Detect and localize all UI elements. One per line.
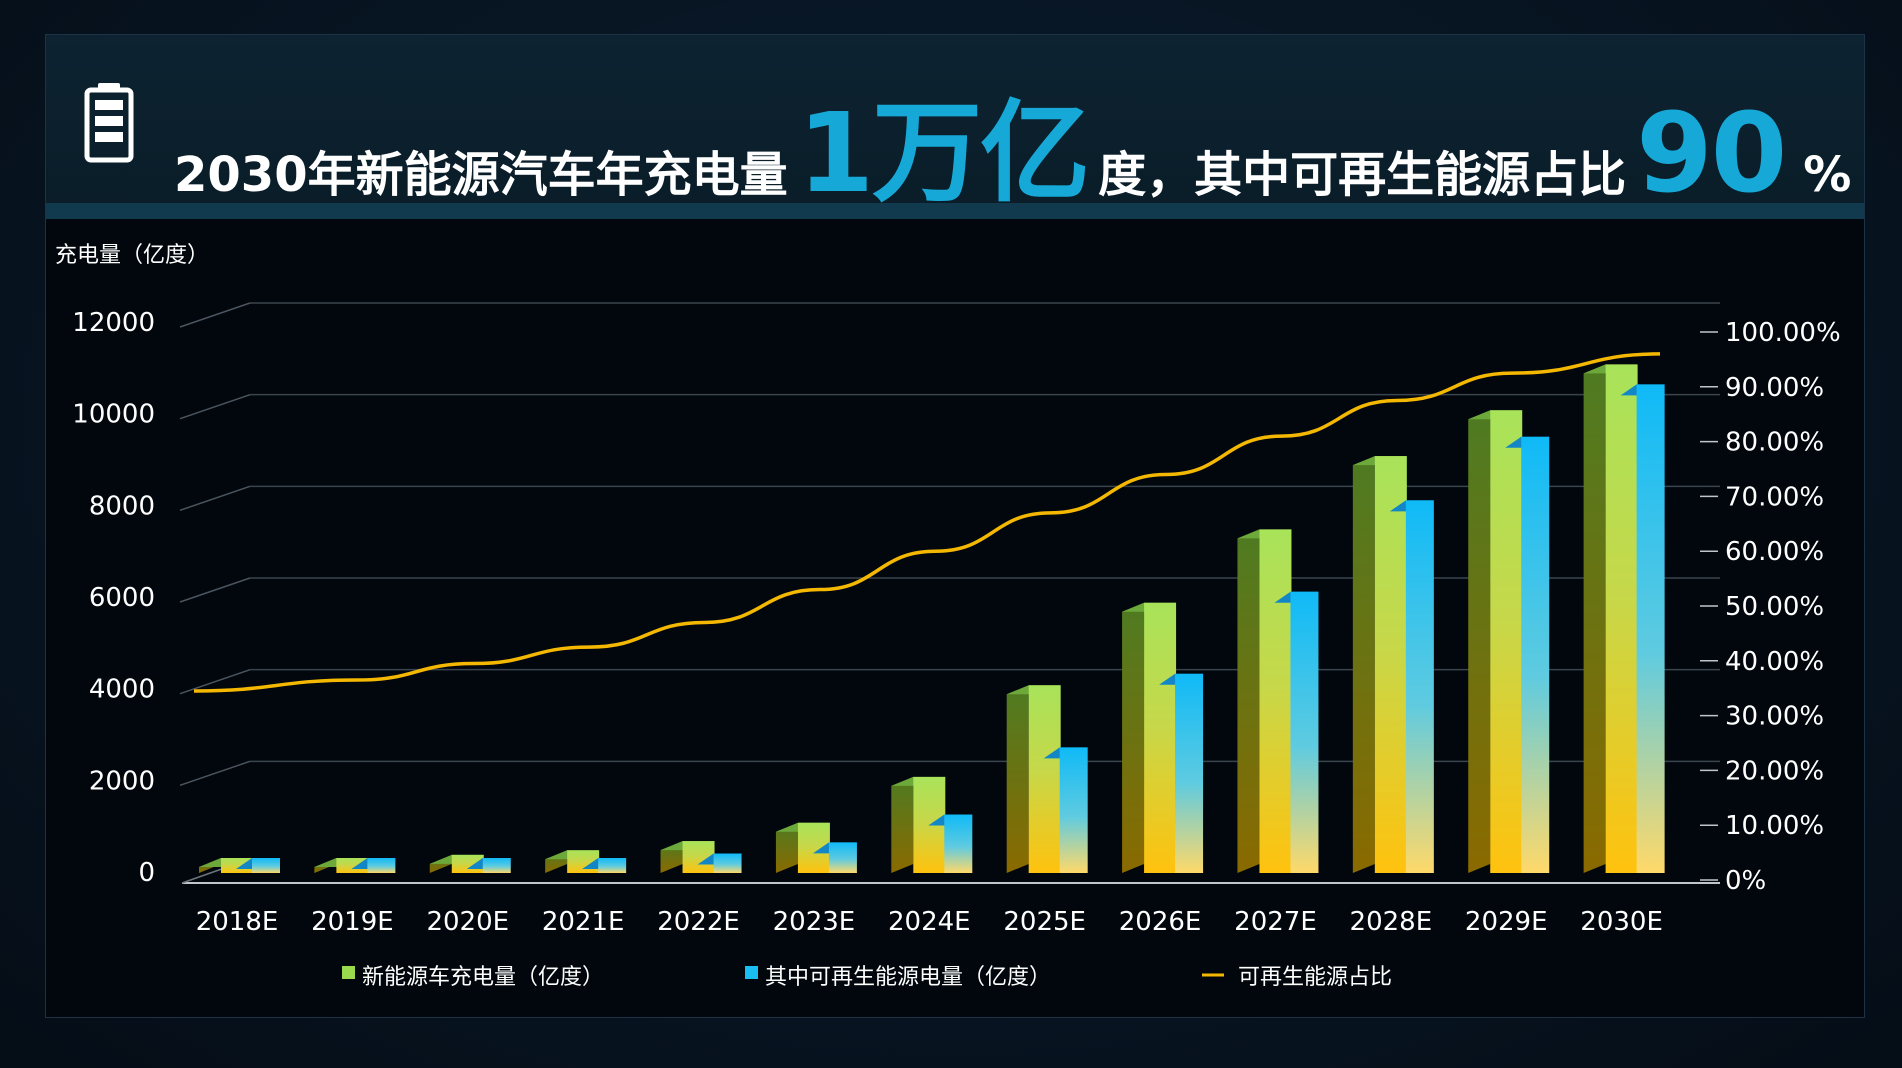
legend-label: 可再生能源占比 xyxy=(1238,965,1392,990)
series-line-renewable-share xyxy=(193,352,1661,693)
headline-text-2: 度，其中可再生能源占比 xyxy=(1098,147,1627,203)
bar-green-side xyxy=(1122,602,1145,873)
bar-green-side xyxy=(1583,364,1606,873)
y-tick-label: 6000 xyxy=(89,583,155,613)
bar-green-side xyxy=(775,822,798,873)
x-tick-label: 2020E xyxy=(426,907,509,937)
bar-blue xyxy=(1290,591,1319,873)
y-tick-label: 10000 xyxy=(72,400,155,430)
y2-tick-label: 30.00% xyxy=(1725,702,1824,732)
gridline-wall xyxy=(179,668,251,695)
y-tick-label: 8000 xyxy=(89,491,155,521)
bar-blue xyxy=(1636,384,1665,873)
y2-tick-label: 100.00% xyxy=(1725,318,1841,348)
headline-highlight-total: 1万亿 xyxy=(797,89,1091,217)
y-tick-label: 12000 xyxy=(72,308,155,338)
gridline-wall xyxy=(179,760,251,787)
bar-blue xyxy=(252,858,280,873)
x-tick-label: 2029E xyxy=(1465,907,1548,937)
headline-highlight-share: 90 xyxy=(1636,89,1787,217)
y2-tick-label: 20.00% xyxy=(1725,756,1824,786)
gridline-wall xyxy=(179,577,251,603)
gridline-wall xyxy=(179,302,251,328)
x-tick-label: 2024E xyxy=(888,907,971,937)
y-axis-title: 充电量（亿度） xyxy=(55,243,209,268)
x-tick-label: 2027E xyxy=(1234,907,1317,937)
legend-label: 其中可再生能源电量（亿度） xyxy=(765,965,1051,990)
x-tick-label: 2023E xyxy=(773,907,856,937)
y2-tick-label: 60.00% xyxy=(1725,537,1824,567)
bar-blue xyxy=(598,858,627,873)
y2-tick-label: 0% xyxy=(1725,866,1766,896)
bar-green-side xyxy=(1237,529,1260,873)
x-tick-label: 2030E xyxy=(1580,907,1663,937)
bar-blue xyxy=(713,853,742,873)
y-tick-label: 4000 xyxy=(89,675,155,705)
headline-underline xyxy=(46,203,1864,219)
x-tick-label: 2028E xyxy=(1350,907,1433,937)
headline-percent-sign: % xyxy=(1803,147,1852,203)
y2-tick-label: 40.00% xyxy=(1725,647,1824,677)
bar-blue xyxy=(1175,673,1204,873)
bar-green xyxy=(1374,456,1407,873)
bar-blue xyxy=(1405,500,1434,873)
bar-green xyxy=(1259,529,1292,873)
bar-blue xyxy=(944,814,973,873)
bar-blue xyxy=(1521,436,1550,873)
bar-green-side xyxy=(891,776,914,873)
legend-swatch-green xyxy=(342,966,355,979)
bar-green xyxy=(336,858,369,873)
bar-green-side xyxy=(1006,685,1029,873)
bar-green-side xyxy=(1468,410,1491,873)
bar-green xyxy=(1490,410,1523,873)
y2-tick-label: 10.00% xyxy=(1725,811,1824,841)
bar-blue xyxy=(828,842,857,873)
x-tick-label: 2018E xyxy=(196,907,279,937)
y-tick-label: 0 xyxy=(138,858,155,888)
legend-label: 新能源车充电量（亿度） xyxy=(362,965,604,990)
x-tick-label: 2025E xyxy=(1003,907,1086,937)
y-tick-label: 2000 xyxy=(89,766,155,796)
headline: 2030年新能源汽车年充电量 1万亿 度，其中可再生能源占比 90 % xyxy=(174,63,1851,217)
y2-tick-label: 90.00% xyxy=(1725,373,1824,403)
bar-blue xyxy=(1059,747,1088,873)
x-tick-label: 2022E xyxy=(657,907,740,937)
bar-green xyxy=(1028,685,1061,873)
x-tick-label: 2026E xyxy=(1119,907,1202,937)
y2-tick-label: 50.00% xyxy=(1725,592,1824,622)
bar-green xyxy=(221,858,253,873)
x-tick-label: 2019E xyxy=(311,907,394,937)
bar-blue xyxy=(367,858,396,873)
x-tick-label: 2021E xyxy=(542,907,625,937)
legend-swatch-blue xyxy=(745,966,758,979)
y2-tick-label: 80.00% xyxy=(1725,428,1824,458)
y2-tick-label: 70.00% xyxy=(1725,482,1824,512)
bar-green xyxy=(1144,602,1177,873)
bar-blue xyxy=(482,858,511,873)
headline-banner: 2030年新能源汽车年充电量 1万亿 度，其中可再生能源占比 90 % xyxy=(46,35,1864,217)
bar-green xyxy=(1605,364,1638,873)
gridline-wall xyxy=(179,485,251,512)
bar-green-side xyxy=(1352,456,1375,873)
gridline-wall xyxy=(179,393,251,420)
battery-icon xyxy=(84,83,134,163)
headline-text-1: 2030年新能源汽车年充电量 xyxy=(174,147,788,203)
